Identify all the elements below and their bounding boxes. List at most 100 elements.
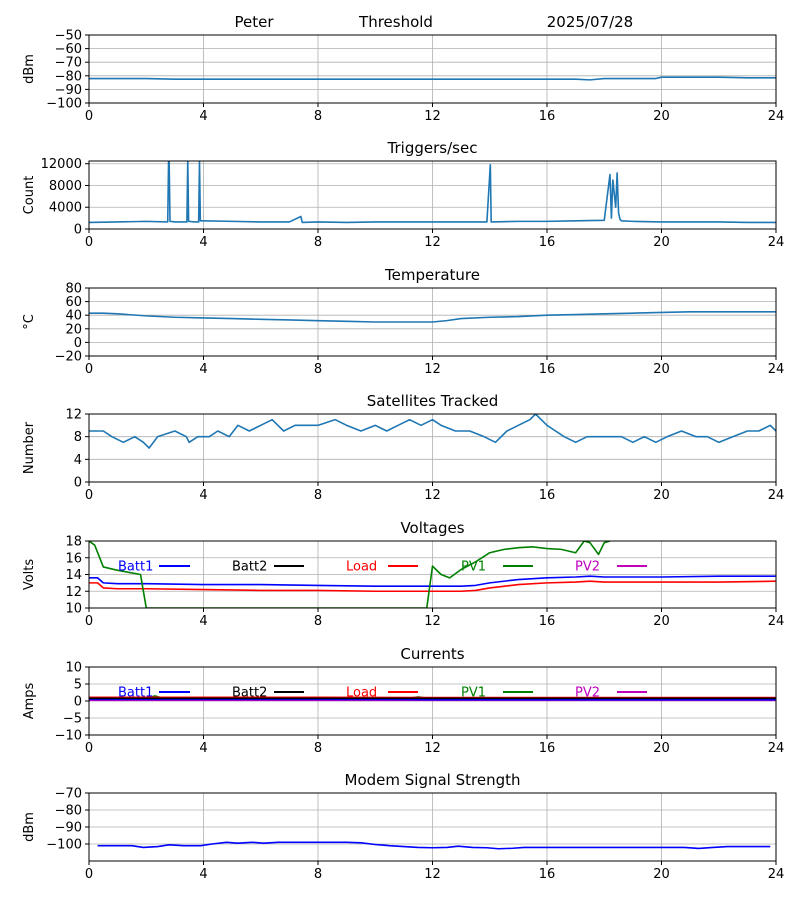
y-axis-label: °C — [22, 314, 37, 330]
x-tick-label: 24 — [768, 362, 785, 377]
y-tick-label: −10 — [55, 729, 82, 744]
y-tick-label: 60 — [65, 295, 82, 310]
series-line-line — [98, 842, 771, 848]
x-tick-label: 12 — [424, 362, 441, 377]
x-tick-label: 24 — [768, 614, 785, 629]
legend-label: Batt2 — [232, 686, 267, 701]
x-tick-label: 20 — [653, 867, 670, 882]
y-tick-label: 12000 — [41, 157, 82, 172]
x-tick-label: 16 — [539, 741, 556, 756]
x-tick-label: 8 — [314, 109, 322, 124]
x-tick-label: 12 — [424, 867, 441, 882]
x-tick-label: 24 — [768, 488, 785, 503]
x-tick-label: 24 — [768, 235, 785, 250]
y-tick-label: 20 — [65, 322, 82, 337]
y-tick-label: 12 — [65, 585, 82, 600]
x-tick-label: 24 — [768, 109, 785, 124]
y-tick-label: 10 — [65, 661, 82, 676]
x-tick-label: 4 — [199, 867, 207, 882]
y-tick-label: −100 — [46, 838, 82, 853]
x-tick-label: 4 — [199, 235, 207, 250]
x-tick-label: 16 — [539, 109, 556, 124]
x-tick-label: 8 — [314, 362, 322, 377]
x-tick-label: 16 — [539, 362, 556, 377]
y-tick-label: 4 — [74, 453, 82, 468]
x-tick-label: 4 — [199, 362, 207, 377]
y-tick-label: −20 — [55, 350, 82, 365]
y-tick-label: −90 — [55, 83, 82, 98]
x-tick-label: 20 — [653, 362, 670, 377]
legend-label: Batt2 — [232, 560, 267, 575]
y-tick-label: 40 — [65, 309, 82, 324]
y-tick-label: −80 — [55, 804, 82, 819]
x-tick-label: 8 — [314, 235, 322, 250]
legend-label: PV1 — [461, 686, 486, 701]
y-tick-label: −80 — [55, 69, 82, 84]
x-tick-label: 0 — [85, 488, 93, 503]
x-tick-label: 8 — [314, 614, 322, 629]
y-axis-label: Volts — [22, 559, 37, 591]
y-axis-label: Number — [22, 421, 37, 474]
x-tick-label: 12 — [424, 614, 441, 629]
chart-title: Modem Signal Strength — [345, 771, 521, 789]
x-tick-label: 4 — [199, 488, 207, 503]
x-tick-label: 12 — [424, 741, 441, 756]
y-tick-label: −60 — [55, 42, 82, 57]
y-tick-label: 18 — [65, 535, 82, 550]
y-tick-label: 8 — [74, 430, 82, 445]
x-tick-label: 4 — [199, 109, 207, 124]
x-tick-label: 20 — [653, 109, 670, 124]
x-tick-label: 0 — [85, 614, 93, 629]
chart-date: 2025/07/28 — [547, 13, 633, 31]
y-tick-label: 5 — [74, 678, 82, 693]
x-tick-label: 12 — [424, 488, 441, 503]
x-tick-label: 8 — [314, 488, 322, 503]
site-name: Peter — [234, 13, 274, 31]
x-tick-label: 16 — [539, 867, 556, 882]
x-tick-label: 16 — [539, 488, 556, 503]
y-tick-label: −70 — [55, 56, 82, 71]
legend-label: PV2 — [575, 686, 600, 701]
x-tick-label: 20 — [653, 741, 670, 756]
x-tick-label: 24 — [768, 867, 785, 882]
y-tick-label: 16 — [65, 551, 82, 566]
y-tick-label: −5 — [63, 712, 82, 727]
y-tick-label: 4000 — [49, 201, 82, 216]
x-tick-label: 4 — [199, 614, 207, 629]
x-tick-label: 12 — [424, 109, 441, 124]
y-tick-label: 8000 — [49, 179, 82, 194]
chart-mode: Threshold — [358, 13, 433, 31]
y-tick-label: 10 — [65, 602, 82, 617]
x-tick-label: 0 — [85, 362, 93, 377]
y-tick-label: 12 — [65, 408, 82, 423]
y-tick-label: −100 — [46, 97, 82, 112]
x-tick-label: 20 — [653, 235, 670, 250]
legend-label: PV1 — [461, 560, 486, 575]
x-tick-label: 12 — [424, 235, 441, 250]
y-axis-label: Count — [22, 176, 37, 215]
y-axis-label: Amps — [22, 682, 37, 719]
x-tick-label: 16 — [539, 235, 556, 250]
y-tick-label: 80 — [65, 282, 82, 297]
x-tick-label: 16 — [539, 614, 556, 629]
chart-title: Currents — [400, 645, 464, 663]
legend-label: Load — [346, 686, 377, 701]
x-tick-label: 20 — [653, 614, 670, 629]
x-tick-label: 24 — [768, 741, 785, 756]
y-tick-label: 0 — [74, 223, 82, 238]
chart-title: Satellites Tracked — [367, 392, 498, 410]
x-tick-label: 0 — [85, 741, 93, 756]
legend-label: Load — [346, 560, 377, 575]
y-tick-label: 0 — [74, 336, 82, 351]
y-tick-label: 0 — [74, 476, 82, 491]
chart-title: Triggers/sec — [387, 139, 478, 157]
